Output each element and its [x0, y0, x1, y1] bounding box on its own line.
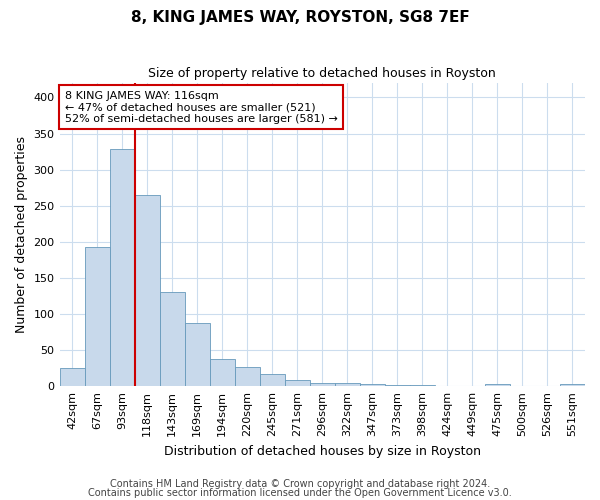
Bar	[285, 380, 310, 386]
Bar	[310, 382, 335, 386]
Bar	[410, 384, 435, 386]
Bar	[360, 384, 385, 386]
Bar	[185, 322, 209, 386]
Bar	[385, 384, 410, 386]
Text: Contains HM Land Registry data © Crown copyright and database right 2024.: Contains HM Land Registry data © Crown c…	[110, 479, 490, 489]
Bar	[235, 368, 260, 386]
Bar	[85, 247, 110, 386]
Y-axis label: Number of detached properties: Number of detached properties	[15, 136, 28, 333]
X-axis label: Distribution of detached houses by size in Royston: Distribution of detached houses by size …	[164, 444, 481, 458]
Text: Contains public sector information licensed under the Open Government Licence v3: Contains public sector information licen…	[88, 488, 512, 498]
Bar	[485, 384, 510, 386]
Text: 8, KING JAMES WAY, ROYSTON, SG8 7EF: 8, KING JAMES WAY, ROYSTON, SG8 7EF	[131, 10, 469, 25]
Bar	[260, 374, 285, 386]
Title: Size of property relative to detached houses in Royston: Size of property relative to detached ho…	[148, 68, 496, 80]
Text: 8 KING JAMES WAY: 116sqm
← 47% of detached houses are smaller (521)
52% of semi-: 8 KING JAMES WAY: 116sqm ← 47% of detach…	[65, 90, 338, 124]
Bar	[110, 150, 134, 386]
Bar	[59, 368, 85, 386]
Bar	[335, 382, 360, 386]
Bar	[134, 195, 160, 386]
Bar	[560, 384, 585, 386]
Bar	[209, 360, 235, 386]
Bar	[160, 292, 185, 386]
